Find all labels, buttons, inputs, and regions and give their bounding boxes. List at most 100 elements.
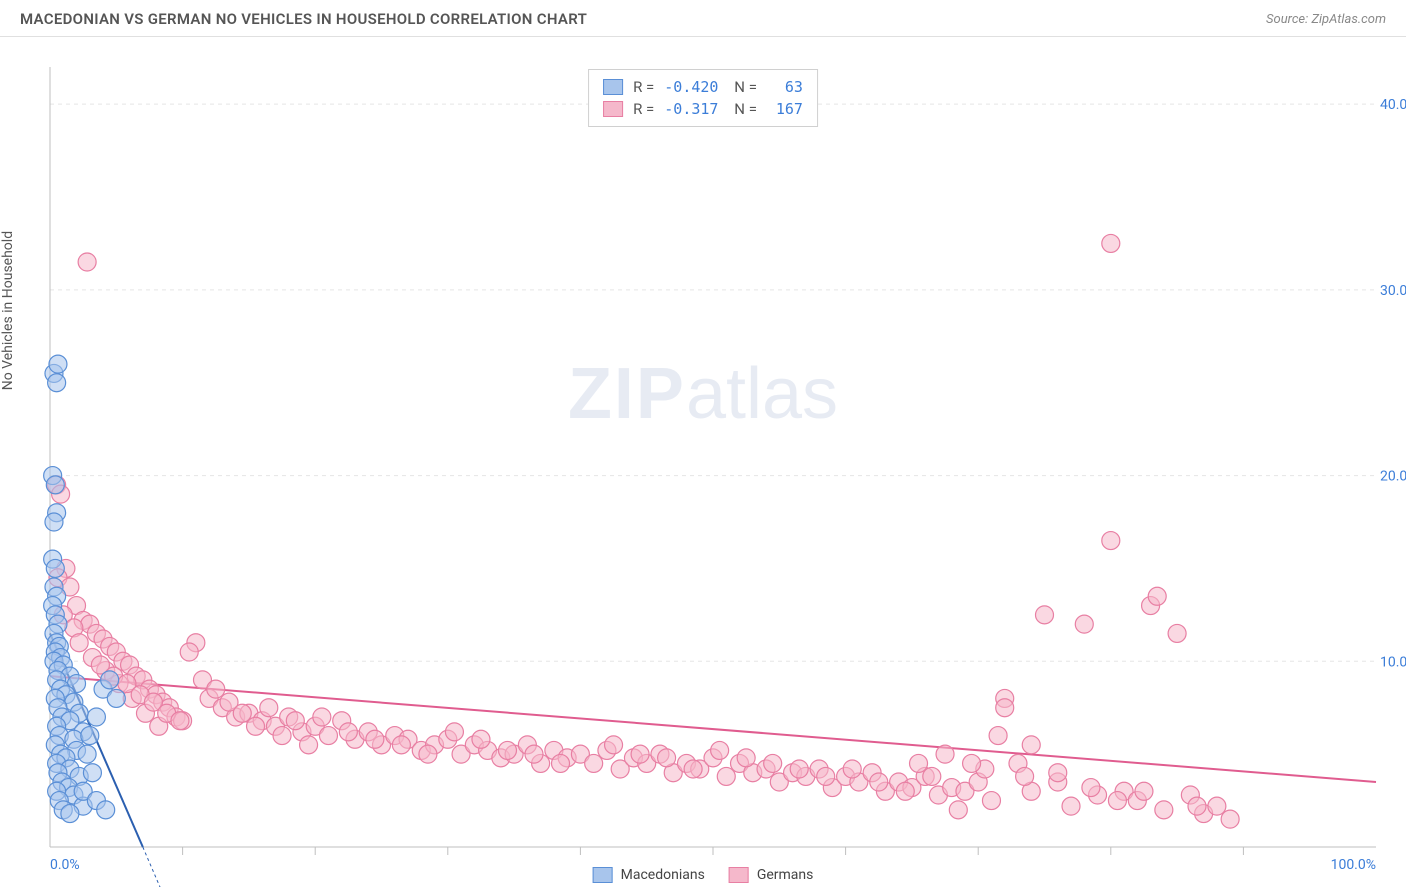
data-point [1208,797,1226,815]
data-point [923,767,941,785]
data-point [711,741,729,759]
data-point [233,704,251,722]
scatter-plot: 10.0%20.0%30.0%40.0%0.0%100.0% [0,37,1406,887]
data-point [1022,736,1040,754]
data-point [790,760,808,778]
data-point [631,745,649,763]
data-point [78,253,96,271]
data-point [97,801,115,819]
data-point [896,782,914,800]
data-point [392,736,410,754]
y-tick-label: 10.0% [1380,654,1406,670]
data-point [936,745,954,763]
data-point [260,699,278,717]
legend-item: Germans [729,867,814,883]
data-point [1221,810,1239,828]
data-point [1168,624,1186,642]
data-point [658,749,676,767]
y-tick-label: 40.0% [1380,97,1406,113]
data-point [1148,587,1166,605]
n-value: 167 [767,100,803,118]
data-point [247,717,265,735]
legend-label: Macedonians [621,867,705,883]
data-point [61,805,79,823]
chart-header: MACEDONIAN VS GERMAN NO VEHICLES IN HOUS… [0,0,1406,37]
data-point [70,634,88,652]
data-point [1188,797,1206,815]
data-point [46,559,64,577]
data-point [498,741,516,759]
data-point [46,476,64,494]
data-point [737,749,755,767]
data-point [585,754,603,772]
n-label: N = [734,100,757,118]
data-point [366,730,384,748]
data-point [1135,782,1153,800]
legend-item: Macedonians [593,867,705,883]
r-value: -0.317 [664,100,724,118]
data-point [870,773,888,791]
data-point [1155,801,1173,819]
stats-row: R = -0.420 N = 63 [603,76,803,98]
data-point [319,727,337,745]
series-legend: Macedonians Germans [593,867,814,883]
legend-swatch [729,867,749,883]
stats-row: R = -0.317 N = 167 [603,98,803,120]
regression-line-ext [143,847,163,887]
data-point [87,708,105,726]
data-point [1102,532,1120,550]
data-point [207,680,225,698]
data-point [817,767,835,785]
data-point [989,727,1007,745]
data-point [1049,764,1067,782]
legend-swatch [593,867,613,883]
legend-swatch [603,79,623,95]
data-point [764,754,782,772]
data-point [605,736,623,754]
data-point [1075,615,1093,633]
data-point [78,745,96,763]
data-point [49,355,67,373]
data-point [1062,797,1080,815]
r-label: R = [633,100,654,118]
correlation-stats-box: R = -0.420 N = 63 R = -0.317 N = 167 [588,69,818,127]
data-point [1016,767,1034,785]
r-value: -0.420 [664,78,724,96]
data-point [180,643,198,661]
data-point [445,723,463,741]
data-point [717,767,735,785]
legend-swatch [603,101,623,117]
y-tick-label: 20.0% [1380,469,1406,485]
data-point [81,727,99,745]
legend-label: Germans [757,867,814,883]
data-point [472,730,490,748]
data-point [910,754,928,772]
data-point [963,754,981,772]
data-point [552,754,570,772]
data-point [273,727,291,745]
data-point [996,699,1014,717]
data-point [107,689,125,707]
chart-title: MACEDONIAN VS GERMAN NO VEHICLES IN HOUS… [20,10,587,28]
data-point [45,513,63,531]
data-point [83,764,101,782]
data-point [949,801,967,819]
data-point [525,745,543,763]
data-point [419,745,437,763]
chart-source: Source: ZipAtlas.com [1266,12,1386,27]
data-point [339,723,357,741]
data-point [982,792,1000,810]
data-point [48,374,66,392]
y-tick-label: 30.0% [1380,283,1406,299]
data-point [313,708,331,726]
x-tick-label: 100.0% [1331,857,1376,873]
data-point [1108,792,1126,810]
data-point [101,671,119,689]
data-point [684,760,702,778]
data-point [1036,606,1054,624]
chart-container: No Vehicles in Household ZIPatlas 10.0%2… [0,37,1406,887]
data-point [171,712,189,730]
data-point [1082,779,1100,797]
data-point [286,712,304,730]
n-label: N = [734,78,757,96]
